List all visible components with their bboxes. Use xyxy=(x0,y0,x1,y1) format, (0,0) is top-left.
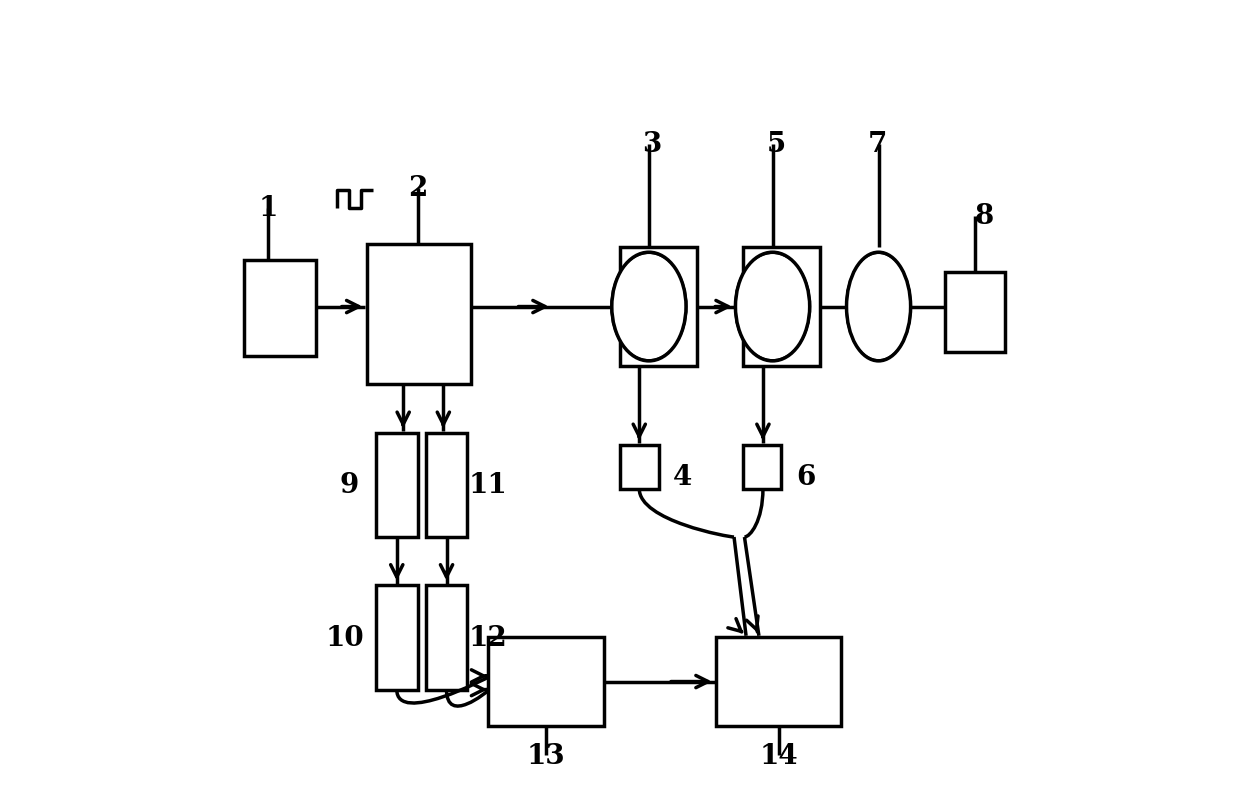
FancyBboxPatch shape xyxy=(487,638,604,726)
FancyBboxPatch shape xyxy=(376,433,418,537)
Text: 7: 7 xyxy=(867,131,887,158)
Ellipse shape xyxy=(749,253,796,361)
Text: 13: 13 xyxy=(527,742,565,769)
Ellipse shape xyxy=(846,253,911,361)
Ellipse shape xyxy=(619,253,680,361)
FancyBboxPatch shape xyxy=(367,245,471,385)
Ellipse shape xyxy=(870,253,887,361)
Ellipse shape xyxy=(864,253,893,361)
FancyBboxPatch shape xyxy=(244,261,316,357)
Ellipse shape xyxy=(852,253,905,361)
FancyBboxPatch shape xyxy=(743,248,820,367)
FancyBboxPatch shape xyxy=(717,638,841,726)
Text: 11: 11 xyxy=(469,472,507,499)
Text: 4: 4 xyxy=(673,464,692,491)
Text: 3: 3 xyxy=(642,131,662,158)
FancyBboxPatch shape xyxy=(425,585,467,690)
Ellipse shape xyxy=(763,253,782,361)
FancyBboxPatch shape xyxy=(945,273,1006,353)
FancyBboxPatch shape xyxy=(743,445,781,489)
Text: 5: 5 xyxy=(768,131,786,158)
Ellipse shape xyxy=(611,253,687,361)
FancyBboxPatch shape xyxy=(425,433,467,537)
Ellipse shape xyxy=(735,253,810,361)
Text: 8: 8 xyxy=(975,203,993,230)
Text: 1: 1 xyxy=(259,195,278,222)
Text: 9: 9 xyxy=(340,472,360,499)
Text: 2: 2 xyxy=(408,175,428,202)
Ellipse shape xyxy=(742,253,804,361)
FancyBboxPatch shape xyxy=(620,445,658,489)
FancyBboxPatch shape xyxy=(376,585,418,690)
Ellipse shape xyxy=(756,253,790,361)
Text: 10: 10 xyxy=(326,624,365,651)
FancyBboxPatch shape xyxy=(620,248,697,367)
Text: 14: 14 xyxy=(760,742,799,769)
Text: 6: 6 xyxy=(796,464,815,491)
Ellipse shape xyxy=(625,253,672,361)
Ellipse shape xyxy=(632,253,666,361)
Ellipse shape xyxy=(858,253,899,361)
Ellipse shape xyxy=(639,253,658,361)
Text: 12: 12 xyxy=(469,624,507,651)
